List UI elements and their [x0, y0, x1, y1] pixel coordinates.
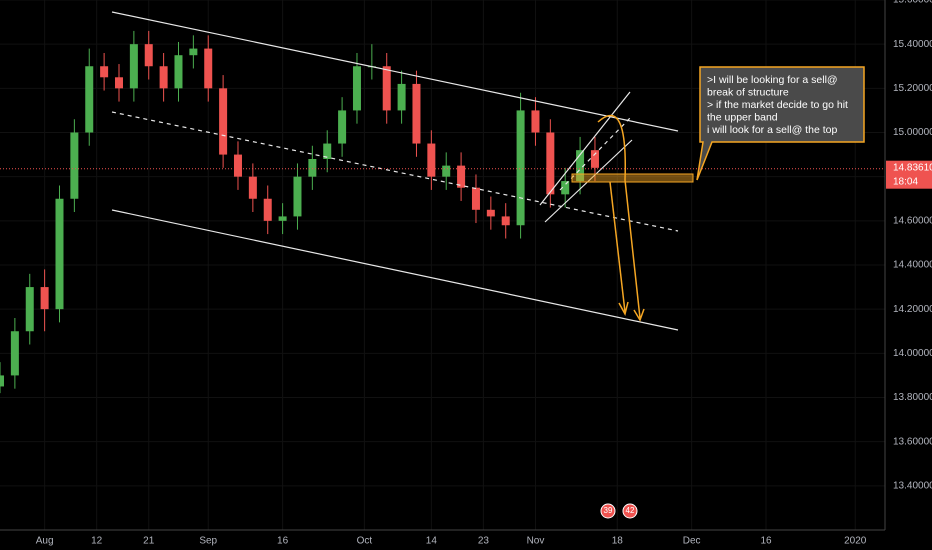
x-tick-label: Dec: [683, 536, 701, 547]
drawings: [111, 11, 679, 331]
candle-body: [219, 88, 228, 155]
candle-body: [308, 159, 317, 177]
small-channel-lower: [544, 139, 633, 223]
y-tick-label: 15.60000: [893, 0, 932, 6]
small-channel-upper: [539, 91, 631, 206]
price-label: 14.83610: [893, 162, 932, 173]
y-tick-label: 15.40000: [893, 39, 932, 50]
arrow-path: [597, 114, 641, 319]
candle-body: [323, 143, 332, 159]
x-tick-label: 16: [277, 536, 289, 547]
callout-line: >I will be looking for a sell@: [707, 74, 838, 86]
callout-line: i will look for a sell@ the top: [707, 124, 837, 136]
callout-line: the upper band: [707, 111, 778, 123]
candle-body: [293, 176, 302, 217]
candle-body: [561, 181, 570, 195]
y-tick-label: 13.60000: [893, 436, 932, 447]
candle-body: [129, 44, 138, 89]
x-tick-label: Aug: [36, 536, 54, 547]
candle-body: [25, 287, 34, 332]
candle-body: [85, 66, 94, 133]
events: 39 42: [600, 503, 638, 519]
candle-body: [531, 110, 540, 133]
event-label[interactable]: 39: [604, 506, 613, 515]
x-tick-label: 2020: [844, 536, 867, 547]
y-tick-label: 14.40000: [893, 260, 932, 271]
candles: [0, 30, 599, 394]
candle-body: [397, 83, 406, 111]
arrow-path: [609, 181, 626, 313]
axes: 13.40000 13.60000 13.80000 14.00000 14.20000…: [36, 0, 932, 547]
candle-body: [263, 198, 272, 221]
candle-body: [174, 55, 183, 89]
candle-body: [352, 66, 361, 111]
candle-body: [144, 44, 153, 67]
candle-body: [338, 110, 347, 144]
y-tick-label: 15.00000: [893, 127, 932, 138]
x-tick-label: 16: [760, 536, 772, 547]
channel-middle: [111, 111, 679, 232]
x-tick-label: 21: [143, 536, 155, 547]
candle-body: [40, 287, 49, 310]
candle-body: [114, 77, 123, 89]
candle-body: [55, 198, 64, 310]
y-tick-label: 14.20000: [893, 304, 932, 315]
candle-body: [278, 216, 287, 221]
candle-body: [546, 132, 555, 195]
x-tick-label: 18: [612, 536, 624, 547]
event-label[interactable]: 42: [626, 506, 635, 515]
candle-body: [70, 132, 79, 199]
y-tick-label: 13.40000: [893, 480, 932, 491]
zone: [571, 173, 694, 183]
y-tick-label: 13.80000: [893, 392, 932, 403]
candle-body: [412, 83, 421, 144]
callout-text: >I will be looking for a sell@break of s…: [707, 74, 848, 136]
arrow-head: [633, 308, 645, 322]
channel-lower: [111, 209, 679, 331]
candle-body: [486, 209, 495, 217]
candle-body: [100, 66, 109, 78]
y-tick-label: 14.60000: [893, 215, 932, 226]
candle-body: [159, 66, 168, 89]
candle-body: [233, 154, 242, 177]
countdown: 18:04: [893, 176, 918, 187]
channel-upper: [111, 11, 679, 132]
candle-body: [442, 165, 451, 177]
price-label-box: [886, 160, 932, 189]
candle-body: [590, 150, 599, 168]
y-tick-label: 15.20000: [893, 83, 932, 94]
candle-body: [248, 176, 257, 199]
arrow-head: [618, 301, 629, 317]
grid: [0, 0, 885, 530]
candle-body: [457, 165, 466, 188]
x-tick-label: 12: [91, 536, 103, 547]
x-tick-label: Oct: [357, 536, 373, 547]
candle-body: [382, 66, 391, 111]
candle-body: [501, 216, 510, 226]
event-icon[interactable]: [600, 503, 616, 519]
candle-body: [516, 110, 525, 226]
arrows: [597, 114, 645, 322]
candle-body: [189, 48, 198, 56]
candle-body: [471, 187, 480, 210]
x-tick-label: 14: [426, 536, 438, 547]
callout: [696, 66, 865, 181]
candle-body: [204, 48, 213, 89]
candle-body: [576, 150, 585, 182]
candle-body: [0, 375, 4, 387]
candle-body: [427, 143, 436, 177]
x-tick-label: Sep: [199, 536, 217, 547]
callout-line: break of structure: [707, 86, 789, 98]
candle-body: [10, 331, 19, 376]
y-tick-label: 14.00000: [893, 348, 932, 359]
x-tick-label: 23: [478, 536, 490, 547]
callout-line: > if the market decide to go hit: [707, 99, 848, 111]
event-icon[interactable]: [622, 503, 638, 519]
x-tick-label: Nov: [527, 536, 545, 547]
